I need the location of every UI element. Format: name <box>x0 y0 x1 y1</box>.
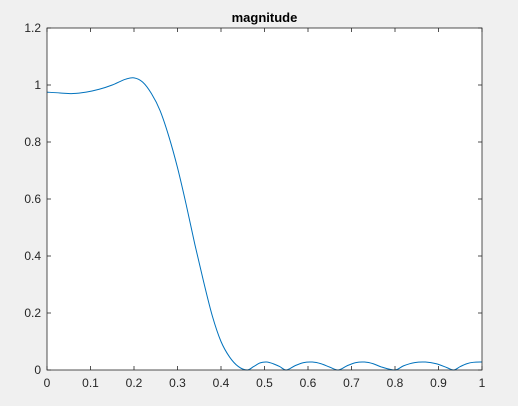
x-tick-label: 0.8 <box>387 376 404 390</box>
x-tick-label: 0.3 <box>169 376 186 390</box>
ticks-layer: 0 0.1 0.2 0.3 0.4 0.5 0.6 0.7 0.8 0.9 1 0 0.2 0.4 0.6 0… <box>24 21 485 390</box>
x-tick-label: 0.6 <box>300 376 317 390</box>
y-tick-label: 1.2 <box>24 21 41 35</box>
chart-title: magnitude <box>232 10 298 25</box>
x-tick-label: 0.9 <box>430 376 447 390</box>
axes-box <box>46 27 483 371</box>
y-tick-label: 0.2 <box>24 306 41 320</box>
y-tick-label: 1 <box>34 78 41 92</box>
series-line-magnitude <box>46 77 483 371</box>
plot-area <box>47 28 482 370</box>
x-tick-label: 0.7 <box>343 376 360 390</box>
y-tick-label: 0 <box>34 363 41 377</box>
x-tick-label: 0.5 <box>256 376 273 390</box>
x-tick-label: 0.4 <box>213 376 230 390</box>
x-tick-label: 0 <box>44 376 51 390</box>
x-tick-label: 1 <box>479 376 486 390</box>
y-tick-label: 0.4 <box>24 249 41 263</box>
x-tick-label: 0.1 <box>82 376 99 390</box>
x-tick-label: 0.2 <box>126 376 143 390</box>
y-tick-label: 0.6 <box>24 192 41 206</box>
y-tick-label: 0.8 <box>24 135 41 149</box>
series-layer <box>46 77 483 371</box>
